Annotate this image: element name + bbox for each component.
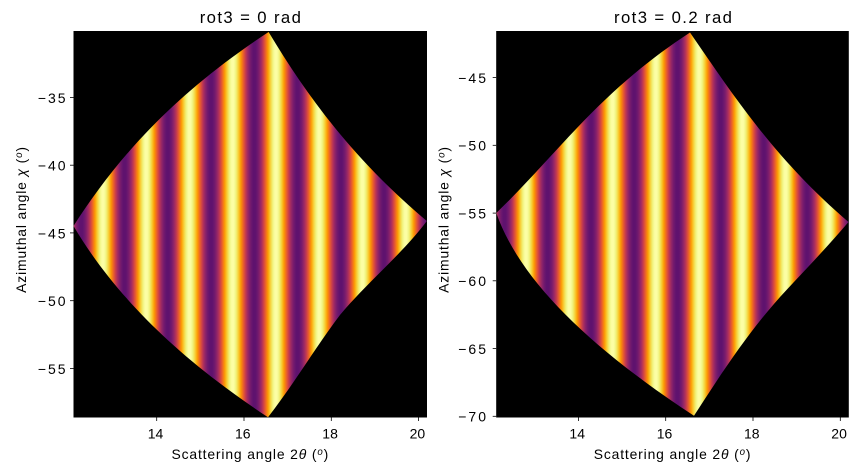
svg-text:18: 18 — [744, 426, 760, 442]
svg-text:16: 16 — [657, 426, 673, 442]
svg-text:−55: −55 — [458, 206, 488, 222]
svg-text:Scattering angle 2θ (o): Scattering angle 2θ (o) — [171, 446, 329, 462]
svg-text:−70: −70 — [458, 409, 488, 425]
svg-text:−50: −50 — [458, 138, 488, 154]
svg-text:Azimuthal angle χ (o): Azimuthal angle χ (o) — [13, 146, 29, 293]
svg-text:18: 18 — [322, 426, 338, 442]
svg-text:Scattering angle 2θ (o): Scattering angle 2θ (o) — [594, 446, 752, 462]
svg-text:−45: −45 — [458, 70, 488, 86]
svg-text:rot3 = 0.2 rad: rot3 = 0.2 rad — [614, 8, 733, 27]
svg-text:14: 14 — [148, 426, 164, 442]
svg-text:20: 20 — [831, 426, 847, 442]
svg-text:14: 14 — [569, 426, 585, 442]
svg-text:rot3 = 0 rad: rot3 = 0 rad — [200, 8, 303, 27]
svg-text:−40: −40 — [38, 158, 68, 174]
svg-text:−55: −55 — [38, 361, 68, 377]
svg-text:20: 20 — [410, 426, 426, 442]
svg-text:16: 16 — [235, 426, 251, 442]
svg-text:−45: −45 — [38, 225, 68, 241]
svg-text:Azimuthal angle χ (o): Azimuthal angle χ (o) — [436, 146, 452, 293]
svg-text:−60: −60 — [458, 273, 488, 289]
svg-text:−35: −35 — [38, 90, 68, 106]
svg-text:−65: −65 — [458, 341, 488, 357]
svg-text:−50: −50 — [38, 293, 68, 309]
